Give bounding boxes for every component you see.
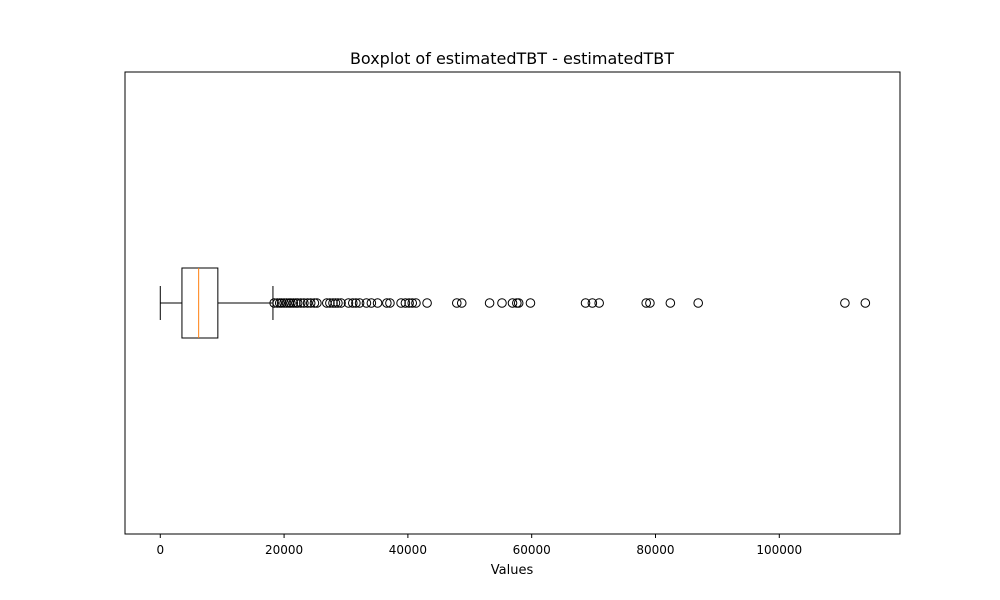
- outlier-point: [456, 298, 467, 308]
- x-axis-ticks: 0 20000 40000 60000 80000 100000: [156, 534, 802, 557]
- outlier-point: [451, 298, 462, 308]
- outlier-point: [328, 298, 338, 308]
- outlier-point: [288, 298, 299, 308]
- plot-area-frame: [124, 71, 901, 535]
- outlier-point: [295, 298, 306, 308]
- outlier-point: [351, 298, 361, 308]
- outlier-point: [382, 298, 392, 308]
- outlier-point: [330, 298, 341, 308]
- outlier-point: [407, 298, 418, 308]
- outlier-point: [400, 298, 411, 308]
- outlier-point: [693, 298, 704, 308]
- outlier-point: [354, 298, 365, 308]
- outlier-point: [279, 298, 289, 308]
- outlier-point: [645, 298, 655, 308]
- outlier-point: [594, 298, 604, 308]
- outlier-point: [366, 298, 377, 308]
- outlier-point: [641, 298, 652, 308]
- x-tick-label: 60000: [513, 543, 551, 557]
- outlier-point: [497, 298, 507, 308]
- outlier-point: [507, 298, 518, 308]
- outlier-point: [276, 298, 287, 308]
- x-tick-label: 40000: [389, 543, 427, 557]
- x-tick-label: 0: [156, 543, 164, 557]
- outlier-point: [272, 298, 283, 308]
- outlier-point: [336, 298, 346, 308]
- outlier-point: [372, 298, 383, 308]
- iqr-box: [181, 267, 219, 339]
- outlier-point: [422, 298, 432, 308]
- outlier-point: [299, 298, 309, 308]
- x-axis-label: Values: [491, 563, 534, 578]
- outlier-point: [309, 298, 320, 308]
- outlier-point: [665, 298, 676, 308]
- outlier-point: [840, 298, 850, 308]
- outlier-point: [325, 298, 335, 308]
- x-tick-label: 80000: [636, 543, 674, 557]
- outlier-point: [333, 298, 343, 308]
- outlier-point: [305, 298, 316, 308]
- chart-title: Boxplot of estimatedTBT - estimatedTBT: [350, 49, 674, 68]
- outlier-point: [286, 298, 296, 308]
- x-tick-label: 20000: [265, 543, 303, 557]
- outlier-point: [281, 298, 292, 308]
- outlier-point: [343, 298, 354, 308]
- outlier-point: [361, 298, 372, 308]
- outlier-point: [347, 298, 358, 308]
- outlier-point: [269, 298, 279, 308]
- outlier-point: [302, 298, 313, 308]
- outlier-point: [292, 298, 303, 308]
- outlier-point: [396, 298, 406, 308]
- x-tick-label: 100000: [756, 543, 802, 557]
- outlier-point: [525, 298, 536, 308]
- outlier-point: [312, 298, 322, 308]
- outlier-point: [587, 298, 598, 308]
- outlier-point: [385, 298, 395, 308]
- outlier-point: [411, 298, 421, 308]
- outlier-point: [580, 298, 591, 308]
- outlier-point: [860, 298, 871, 308]
- outlier-point: [484, 298, 495, 308]
- outlier-point: [404, 298, 414, 308]
- boxplot-marks: [159, 267, 871, 339]
- outlier-point: [513, 298, 524, 308]
